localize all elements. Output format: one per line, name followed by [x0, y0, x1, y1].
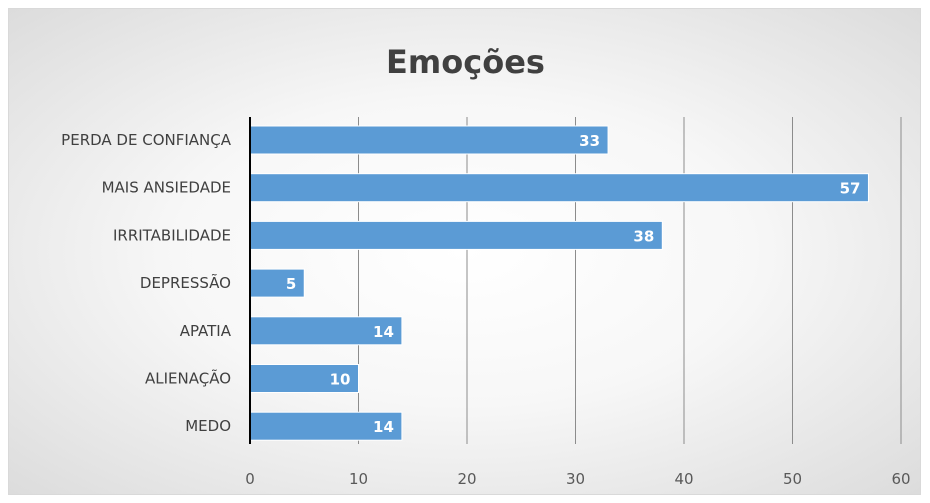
- x-tick-label-30: 30: [566, 470, 585, 488]
- category-label-5: ALIENAÇÃO: [145, 369, 231, 388]
- category-label-0: PERDA DE CONFIANÇA: [61, 131, 232, 149]
- category-label-3: DEPRESSÃO: [140, 273, 231, 292]
- category-label-1: MAIS ANSIEDADE: [102, 179, 231, 197]
- category-label-2: IRRITABILIDADE: [113, 226, 231, 244]
- bar-5: [249, 364, 359, 393]
- data-label-6: 14: [373, 418, 394, 436]
- labels: 0 10 20 30 40 50 60 33 PERDA DE CONFIANÇA 57 MAIS …: [61, 131, 910, 488]
- x-tick-label-10: 10: [349, 470, 368, 488]
- x-tick-label-60: 60: [891, 470, 910, 488]
- x-tick-label-50: 50: [783, 470, 802, 488]
- x-tick-label-20: 20: [457, 470, 476, 488]
- bar-2: [249, 220, 663, 250]
- bars: [249, 125, 869, 441]
- bar-6: [249, 411, 403, 441]
- category-label-6: MEDO: [185, 417, 231, 435]
- bar-3: [249, 268, 305, 298]
- bar-chart-plot: 0 10 20 30 40 50 60 33 PERDA DE CONFIANÇA 57 MAIS …: [61, 117, 911, 488]
- gridlines: [358, 117, 902, 444]
- data-label-1: 57: [840, 180, 861, 198]
- data-label-0: 33: [579, 132, 600, 150]
- data-label-4: 14: [373, 323, 394, 341]
- chart-frame: Emoções 0 10 20 30 40 50 60 33 PERDA DE CONFIANÇ…: [8, 8, 921, 495]
- bar-0: [249, 125, 609, 155]
- x-tick-label-0: 0: [245, 470, 255, 488]
- x-tick-label-40: 40: [674, 470, 693, 488]
- data-label-5: 10: [330, 371, 351, 389]
- data-label-3: 5: [286, 275, 296, 293]
- category-label-4: APATIA: [180, 322, 232, 340]
- bar-1: [249, 173, 869, 203]
- chart-title: Emoções: [386, 43, 545, 81]
- data-label-2: 38: [633, 227, 654, 245]
